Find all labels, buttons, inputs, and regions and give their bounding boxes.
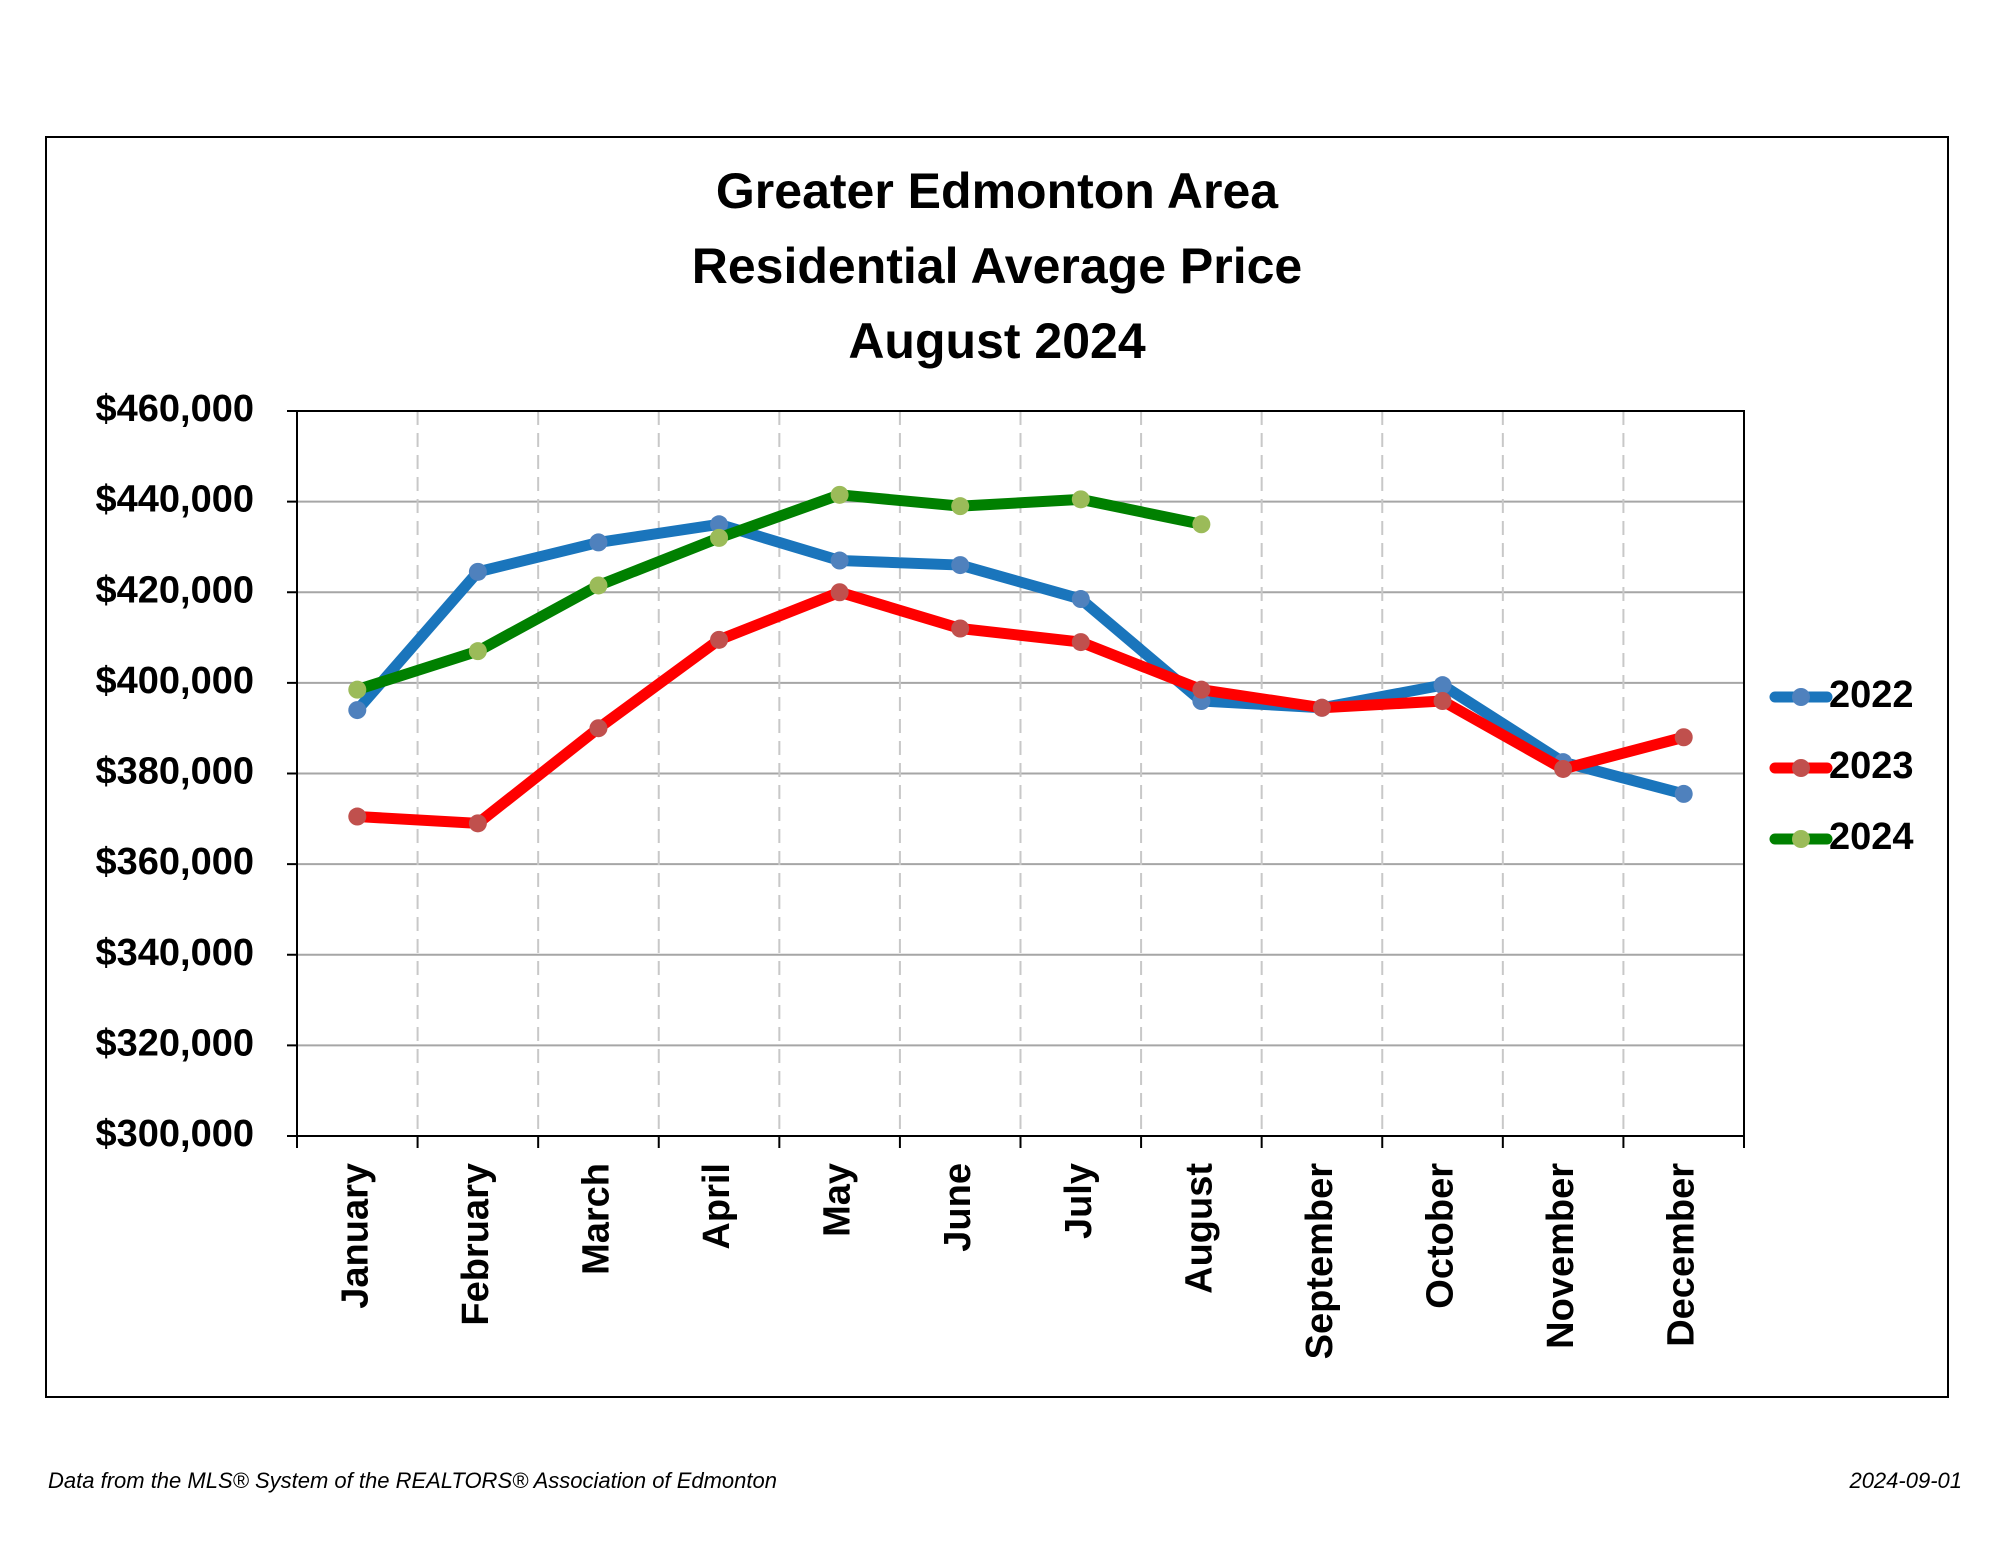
y-tick-label: $320,000: [96, 1022, 255, 1064]
chart-frame: [45, 136, 1949, 1398]
legend-marker: [1792, 759, 1810, 777]
data-point: [468, 814, 487, 833]
data-point: [710, 515, 729, 534]
data-point: [589, 719, 608, 738]
y-tick-label: $420,000: [96, 569, 255, 611]
data-point: [1674, 728, 1693, 747]
data-point: [951, 619, 970, 638]
data-point: [1433, 676, 1452, 695]
x-tick-label: February: [455, 1163, 497, 1326]
legend-label: 2024: [1829, 816, 1914, 858]
data-point: [1312, 698, 1331, 717]
y-tick-label: $380,000: [96, 751, 255, 793]
data-point: [1192, 515, 1211, 534]
data-point: [710, 528, 729, 547]
plot-area: [296, 410, 1745, 1137]
data-point: [1071, 590, 1090, 609]
data-point: [468, 562, 487, 581]
series-line: [355, 489, 1203, 695]
chart-title: August 2024: [848, 313, 1146, 369]
data-point: [468, 642, 487, 661]
x-tick-label: July: [1058, 1163, 1100, 1239]
data-point: [348, 807, 367, 826]
data-point: [830, 551, 849, 570]
data-point: [589, 576, 608, 595]
x-tick-label: June: [937, 1163, 979, 1252]
data-point: [1071, 490, 1090, 509]
y-tick-label: $440,000: [96, 479, 255, 521]
data-point: [1554, 759, 1573, 778]
source-note: Data from the MLS® System of the REALTOR…: [48, 1468, 777, 1493]
x-tick-label: March: [575, 1163, 617, 1275]
y-tick-label: $400,000: [96, 660, 255, 702]
legend-label: 2022: [1829, 674, 1914, 716]
data-point: [951, 497, 970, 516]
data-point: [348, 701, 367, 720]
x-tick-label: September: [1299, 1163, 1341, 1360]
data-point: [1433, 692, 1452, 710]
x-tick-label: May: [817, 1163, 859, 1237]
y-tick-label: $340,000: [96, 932, 255, 974]
data-point: [589, 533, 608, 552]
y-tick-label: $460,000: [96, 388, 255, 430]
legend-label: 2023: [1829, 745, 1914, 787]
x-tick-label: January: [334, 1163, 376, 1309]
data-point: [1674, 784, 1693, 803]
date-note: 2024-09-01: [1848, 1468, 1962, 1493]
x-tick-label: October: [1420, 1163, 1462, 1309]
chart-title: Residential Average Price: [692, 238, 1302, 294]
y-tick-label: $360,000: [96, 841, 255, 883]
chart-title: Greater Edmonton Area: [716, 163, 1279, 219]
data-point: [1192, 680, 1211, 699]
legend-marker: [1792, 688, 1810, 706]
series-line: [356, 586, 1686, 829]
data-point: [1071, 633, 1090, 652]
data-point: [710, 630, 729, 649]
data-point: [348, 680, 367, 699]
x-tick-label: April: [696, 1163, 738, 1250]
x-tick-label: August: [1178, 1163, 1220, 1294]
x-tick-label: December: [1661, 1163, 1703, 1347]
data-point: [830, 485, 849, 504]
data-point: [830, 583, 849, 602]
legend-marker: [1792, 830, 1810, 848]
series-line: [353, 518, 1686, 800]
x-tick-label: November: [1540, 1163, 1582, 1349]
y-tick-label: $300,000: [96, 1113, 255, 1155]
data-point: [951, 556, 970, 575]
